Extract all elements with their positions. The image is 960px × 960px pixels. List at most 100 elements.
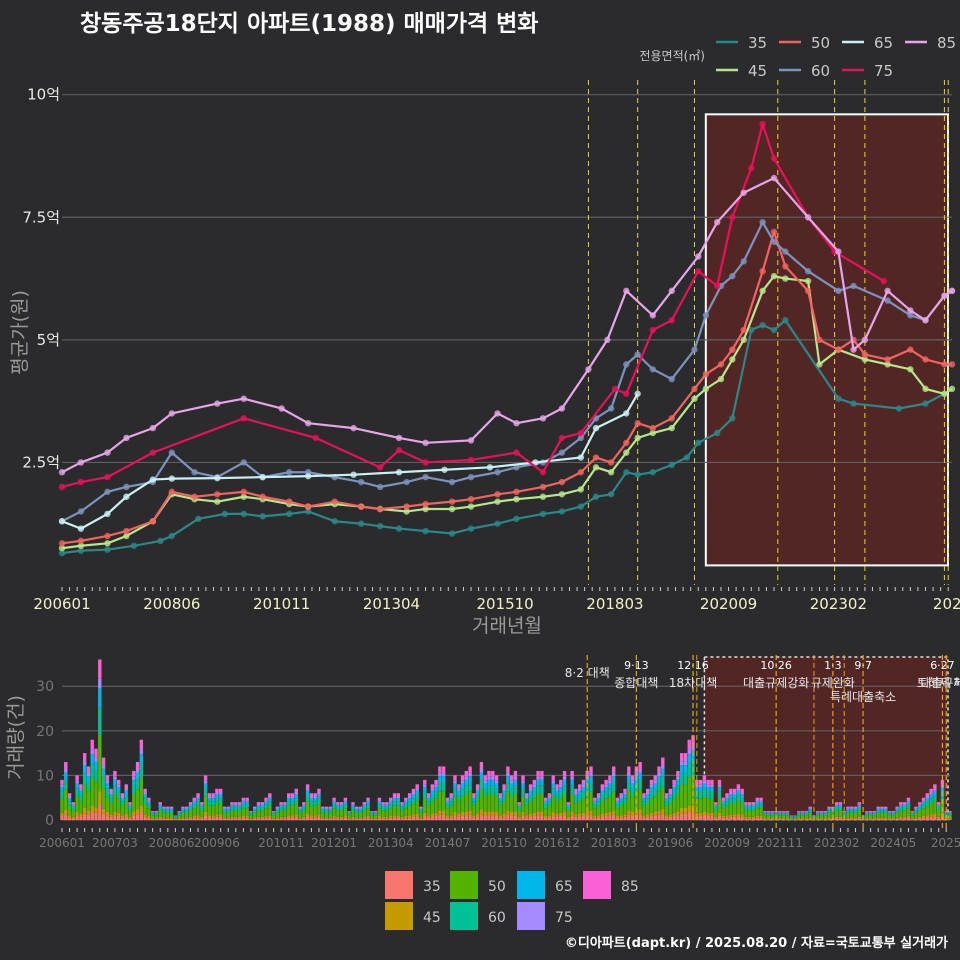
volume-bar-65 bbox=[287, 798, 291, 802]
volume-bar-60 bbox=[207, 801, 212, 806]
data-point-65 bbox=[623, 410, 630, 417]
volume-bar-35 bbox=[683, 813, 688, 820]
volume-bar-45 bbox=[264, 815, 268, 818]
volume-bar-75 bbox=[264, 800, 268, 802]
volume-bar-45 bbox=[933, 813, 937, 817]
volume-bar-45 bbox=[600, 813, 605, 817]
volume-bar-50 bbox=[778, 815, 782, 819]
volume-bar-75 bbox=[389, 800, 393, 802]
volume-bar-60 bbox=[177, 813, 181, 816]
volume-bar-45 bbox=[778, 818, 782, 820]
volume-bar-50 bbox=[517, 810, 521, 817]
volume-bar-85 bbox=[604, 779, 608, 785]
data-point-50 bbox=[58, 540, 66, 547]
volume-bar-85 bbox=[532, 779, 537, 785]
volume-bar-65 bbox=[94, 761, 98, 771]
volume-bar-65 bbox=[721, 801, 725, 805]
volume-bar-35 bbox=[936, 818, 941, 820]
volume-bar-50 bbox=[751, 810, 756, 817]
volume-bar-35 bbox=[887, 819, 892, 820]
volume-bar-65 bbox=[744, 805, 748, 808]
volume-bar-45 bbox=[570, 811, 574, 816]
volume-bar-50 bbox=[404, 808, 408, 816]
volume-bar-35 bbox=[430, 816, 435, 820]
volume-bar-45 bbox=[64, 809, 68, 815]
volume-bar-35 bbox=[528, 816, 533, 820]
volume-bar-60 bbox=[98, 707, 102, 735]
volume-bar-75 bbox=[634, 772, 639, 777]
volume-bar-35 bbox=[619, 817, 623, 820]
volume-bar-75 bbox=[222, 808, 227, 810]
data-point-50 bbox=[740, 326, 747, 334]
volume-bar-85 bbox=[184, 806, 189, 809]
volume-bar-75 bbox=[736, 788, 741, 791]
data-point-85 bbox=[558, 405, 566, 412]
volume-bar-50 bbox=[215, 803, 219, 815]
volume-bar-60 bbox=[438, 782, 442, 792]
volume-bar-85 bbox=[559, 779, 563, 785]
volume-bar-85 bbox=[139, 739, 144, 750]
volume-bar-35 bbox=[351, 818, 355, 820]
policy-date: 9·7 bbox=[854, 659, 872, 672]
volume-bar-60 bbox=[139, 763, 144, 778]
volume-bar-65 bbox=[623, 794, 627, 799]
volume-bar-50 bbox=[710, 798, 714, 813]
volume-bar-35 bbox=[135, 814, 140, 820]
volume-bar-45 bbox=[113, 811, 117, 816]
data-point-35 bbox=[607, 491, 615, 498]
volume-bar-85 bbox=[589, 766, 593, 773]
y-axis-label: 평균가(원) bbox=[9, 290, 31, 375]
volume-bar-65 bbox=[834, 805, 839, 808]
volume-bar-60 bbox=[132, 785, 136, 795]
volume-bar-60 bbox=[498, 801, 503, 806]
volume-bar-85 bbox=[351, 802, 355, 805]
volume-bar-35 bbox=[207, 817, 212, 820]
volume-bar-60 bbox=[608, 788, 612, 797]
volume-bar-75 bbox=[287, 796, 291, 799]
data-point-45 bbox=[448, 505, 456, 513]
volume-bar-35 bbox=[547, 817, 552, 820]
volume-bar-60 bbox=[453, 788, 457, 797]
volume-bar-75 bbox=[494, 780, 499, 784]
volume-bar-65 bbox=[373, 812, 378, 814]
data-point-50 bbox=[816, 336, 823, 344]
data-point-75 bbox=[748, 165, 755, 172]
volume-bar-75 bbox=[525, 796, 529, 799]
volume-bar-60 bbox=[574, 798, 578, 804]
volume-bar-45 bbox=[124, 813, 128, 817]
volume-bar-65 bbox=[302, 805, 306, 808]
volume-bar-60 bbox=[67, 801, 72, 806]
volume-bar-50 bbox=[577, 801, 582, 814]
volume-bar-45 bbox=[82, 807, 87, 814]
volume-bar-85 bbox=[857, 802, 862, 805]
volume-bar-60 bbox=[774, 813, 778, 816]
volume-bar-45 bbox=[782, 818, 786, 820]
volume-bar-35 bbox=[396, 817, 401, 820]
volume-bar-85 bbox=[710, 779, 714, 785]
volume-bar-35 bbox=[336, 818, 340, 820]
volume-bar-85 bbox=[593, 797, 597, 801]
volume-bar-65 bbox=[283, 805, 287, 808]
volume-bar-50 bbox=[808, 812, 812, 818]
volume-bar-35 bbox=[60, 815, 64, 820]
volume-bar-85 bbox=[230, 802, 234, 805]
volume-bar-45 bbox=[366, 815, 370, 818]
volume-bar-75 bbox=[509, 780, 514, 784]
volume-bar-85 bbox=[581, 779, 586, 785]
volume-bar-75 bbox=[778, 812, 782, 813]
volume-bar-75 bbox=[555, 788, 559, 791]
volume-bar-65 bbox=[823, 812, 828, 814]
volume-bar-45 bbox=[895, 817, 899, 819]
volume-bar-75 bbox=[253, 808, 257, 810]
volume-bar-45 bbox=[816, 818, 820, 820]
volume-bar-60 bbox=[559, 791, 563, 799]
volume-bar-65 bbox=[551, 783, 555, 789]
volume-bar-85 bbox=[691, 735, 695, 746]
volume-bar-65 bbox=[245, 801, 249, 805]
volume-bar-65 bbox=[154, 812, 159, 814]
volume-bar-50 bbox=[513, 794, 518, 812]
volume-bar-75 bbox=[460, 780, 465, 784]
volume-bar-85 bbox=[702, 775, 707, 781]
volume-bar-60 bbox=[343, 804, 348, 809]
